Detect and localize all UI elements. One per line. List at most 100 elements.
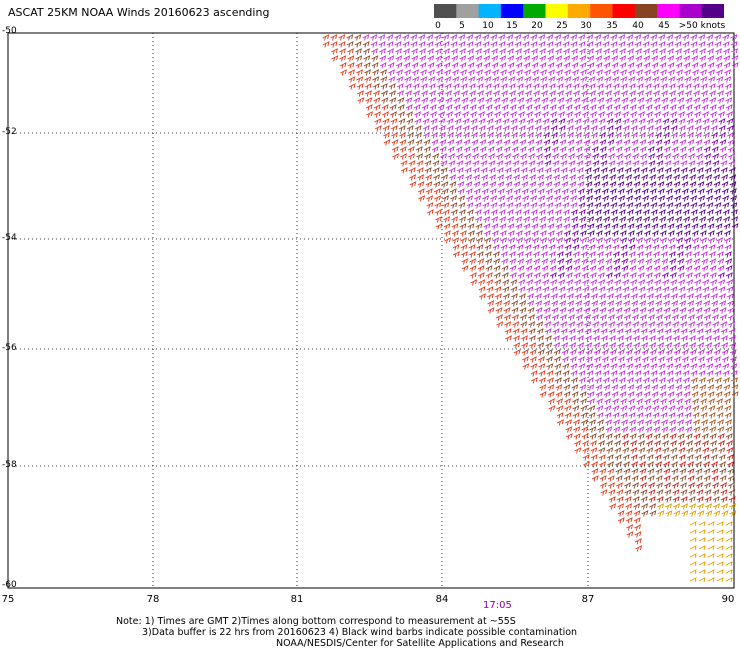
wind-barb	[617, 188, 625, 195]
wind-barb	[559, 314, 567, 321]
wind-barb	[399, 139, 407, 146]
wind-barb	[633, 356, 641, 363]
wind-barb	[485, 104, 493, 111]
wind-barb	[716, 545, 724, 551]
wind-barb	[684, 412, 692, 419]
wind-barb	[546, 377, 554, 384]
wind-barb	[365, 104, 373, 111]
wind-barb	[714, 202, 722, 209]
wind-barb	[627, 230, 635, 237]
wind-barb	[607, 461, 614, 468]
wind-barb	[408, 160, 416, 167]
wind-barb	[717, 265, 725, 272]
wind-barb	[485, 97, 493, 104]
wind-barb	[683, 55, 691, 62]
wind-barb	[460, 76, 468, 83]
wind-barb	[698, 363, 706, 370]
wind-barb	[663, 468, 671, 475]
wind-barb	[729, 181, 737, 188]
wind-barb	[669, 258, 677, 265]
wind-barb	[638, 440, 645, 447]
wind-barb	[703, 461, 710, 468]
wind-barb	[685, 90, 692, 97]
wind-barb	[645, 104, 653, 111]
wind-barb	[704, 482, 711, 489]
wind-barb	[682, 195, 690, 202]
wind-barb	[665, 503, 673, 510]
wind-barb	[438, 125, 446, 132]
wind-barb	[546, 363, 554, 370]
wind-barb	[461, 104, 469, 111]
wind-barb	[592, 328, 600, 335]
wind-barb	[686, 286, 694, 293]
wind-barb	[630, 293, 638, 300]
wind-barb	[622, 440, 629, 447]
wind-barb	[580, 69, 587, 76]
wind-barb	[695, 139, 703, 146]
wind-barb	[577, 181, 585, 188]
wind-barb	[581, 426, 589, 433]
wind-barb	[626, 34, 634, 41]
wind-barb	[725, 104, 733, 111]
wind-barb	[613, 433, 621, 440]
wind-barb	[542, 125, 550, 132]
wind-barb	[386, 34, 394, 41]
wind-barb	[571, 55, 579, 62]
wind-barb	[567, 132, 574, 139]
wind-barb	[518, 118, 526, 125]
wind-barb	[717, 90, 724, 97]
wind-barb	[551, 139, 559, 146]
wind-barb	[453, 97, 461, 104]
wind-barb	[664, 153, 672, 160]
wind-barb	[718, 286, 726, 293]
wind-barb	[592, 160, 600, 167]
wind-barb	[706, 34, 714, 41]
wind-barb	[545, 349, 553, 356]
wind-barb	[661, 419, 668, 426]
wind-barb	[625, 174, 633, 181]
wind-barb	[477, 97, 485, 104]
wind-barb	[672, 335, 680, 342]
wind-barb	[563, 62, 571, 69]
wind-barb	[435, 62, 443, 69]
wind-barb	[698, 377, 706, 384]
wind-barb	[521, 174, 529, 181]
wind-barb	[597, 426, 605, 433]
legend-label: 10	[482, 21, 494, 31]
wind-barb	[727, 468, 735, 475]
wind-barb	[619, 391, 627, 398]
wind-barb	[675, 216, 683, 223]
wind-barb	[703, 146, 711, 153]
wind-barb	[625, 517, 633, 524]
wind-barb	[611, 391, 619, 398]
wind-barb	[728, 321, 736, 328]
wind-barb	[517, 272, 525, 279]
wind-barb	[445, 104, 453, 111]
wind-barb	[608, 321, 616, 328]
wind-barb	[718, 447, 726, 454]
wind-barb	[397, 104, 405, 111]
wind-barb	[596, 83, 604, 90]
wind-barb	[512, 153, 520, 160]
wind-barb	[340, 69, 347, 76]
wind-barb	[681, 349, 689, 356]
wind-barb	[645, 433, 653, 440]
wind-barb	[634, 377, 642, 384]
wind-barb	[504, 167, 512, 174]
wind-barb	[434, 195, 442, 202]
wind-barb	[533, 97, 541, 104]
wind-barb	[707, 55, 715, 62]
wind-barb	[589, 97, 597, 104]
wind-barb	[567, 314, 575, 321]
wind-barb	[576, 328, 584, 335]
wind-barb	[685, 97, 693, 104]
wind-barb	[704, 160, 712, 167]
wind-barb	[712, 496, 720, 503]
wind-barb	[616, 489, 624, 496]
wind-barb	[716, 76, 724, 83]
wind-barb	[687, 468, 695, 475]
wind-barb	[497, 174, 505, 181]
wind-barb	[554, 41, 562, 48]
wind-barb	[607, 300, 615, 307]
wind-barb	[641, 188, 649, 195]
